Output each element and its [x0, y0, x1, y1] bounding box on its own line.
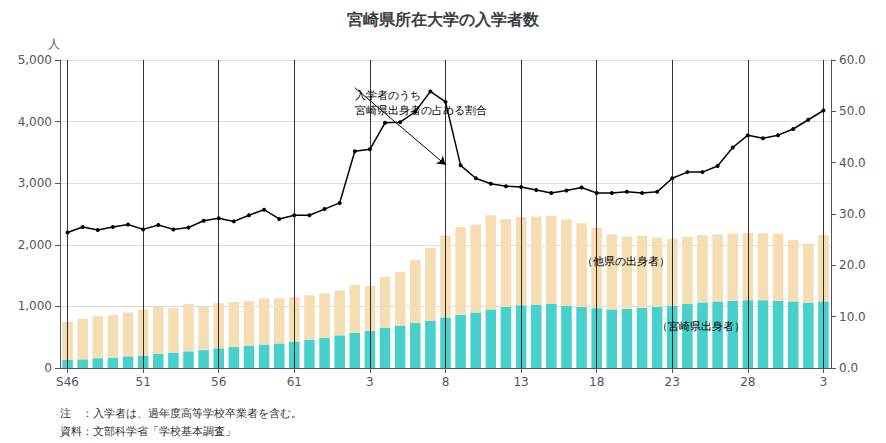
- svg-text:18: 18: [589, 375, 604, 389]
- svg-text:40.0: 40.0: [839, 156, 866, 170]
- svg-text:28: 28: [740, 375, 755, 389]
- svg-text:20.0: 20.0: [839, 258, 866, 272]
- svg-text:4,000: 4,000: [18, 115, 52, 129]
- svg-text:60.0: 60.0: [839, 53, 866, 67]
- svg-text:宮崎県出身者の占める割合: 宮崎県出身者の占める割合: [355, 104, 487, 117]
- svg-text:1,000: 1,000: [18, 299, 52, 313]
- svg-text:（他県の出身者）: （他県の出身者）: [582, 255, 670, 268]
- svg-text:3: 3: [366, 375, 374, 389]
- svg-text:資料：文部科学省「学校基本調査」: 資料：文部科学省「学校基本調査」: [60, 425, 236, 438]
- svg-text:56: 56: [211, 375, 226, 389]
- svg-text:3,000: 3,000: [18, 176, 52, 190]
- svg-text:宮崎県所在大学の入学者数: 宮崎県所在大学の入学者数: [347, 10, 540, 29]
- svg-text:61: 61: [287, 375, 302, 389]
- svg-text:0.0: 0.0: [839, 361, 858, 375]
- svg-text:10.0: 10.0: [839, 310, 866, 324]
- svg-text:人: 人: [48, 37, 60, 51]
- svg-text:入学者のうち: 入学者のうち: [355, 89, 421, 102]
- svg-text:注 ：入学者は、過年度高等学校卒業者を含む。: 注 ：入学者は、過年度高等学校卒業者を含む。: [60, 407, 302, 420]
- svg-text:2,000: 2,000: [18, 238, 52, 252]
- svg-text:3: 3: [820, 375, 828, 389]
- svg-text:51: 51: [136, 375, 151, 389]
- svg-text:S46: S46: [56, 375, 79, 389]
- svg-text:30.0: 30.0: [839, 207, 866, 221]
- svg-text:13: 13: [513, 375, 528, 389]
- svg-text:5,000: 5,000: [18, 53, 52, 67]
- svg-text:8: 8: [442, 375, 450, 389]
- svg-text:（宮崎県出身者）: （宮崎県出身者）: [657, 320, 745, 333]
- svg-text:50.0: 50.0: [839, 104, 866, 118]
- svg-text:23: 23: [665, 375, 680, 389]
- svg-text:0: 0: [44, 361, 52, 375]
